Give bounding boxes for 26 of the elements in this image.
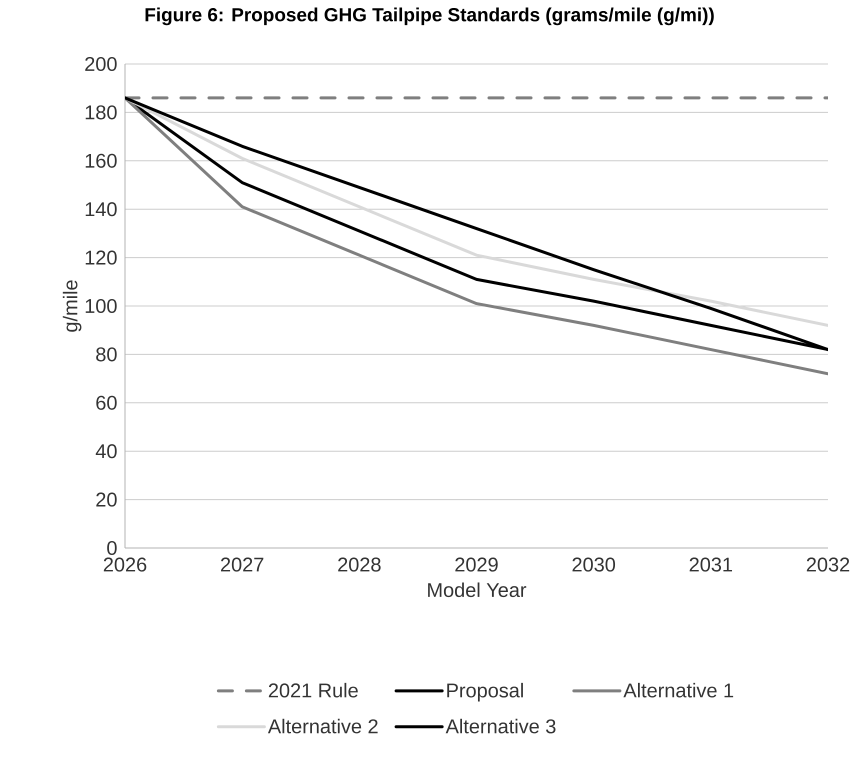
legend-label: 2021 Rule	[268, 682, 358, 698]
y-tick-label: 160	[86, 154, 117, 168]
x-tick-label: 2032	[806, 558, 850, 572]
x-tick-label: 2027	[221, 558, 264, 572]
y-tick-label: 180	[86, 105, 117, 120]
y-tick-label: 140	[86, 202, 117, 216]
x-tick-label: 2031	[690, 558, 732, 572]
legend-label: Alternative 1	[623, 682, 734, 698]
y-tick-label: 0	[107, 540, 117, 556]
legend-label: Alternative 2	[268, 718, 378, 734]
x-tick-label: 2028	[338, 558, 381, 572]
y-tick-label: 100	[86, 298, 117, 314]
y-tick-label: 60	[96, 396, 117, 410]
y-tick-label: 120	[86, 250, 117, 265]
x-tick-label: 2029	[455, 558, 498, 572]
chart-title: Figure 6: Proposed GHG Tailpipe Standards (grams/mile (g/mi))	[146, 8, 714, 26]
legend-label: Alternative 3	[446, 718, 556, 734]
y-tick-label: 80	[96, 347, 117, 362]
x-tick-label: 2026	[104, 558, 146, 572]
y-tick-label: 200	[85, 56, 117, 72]
x-tick-label: 2030	[572, 558, 616, 572]
x-axis-title: Model Year	[428, 582, 526, 598]
y-tick-label: 40	[96, 444, 117, 458]
legend-label: Proposal	[447, 682, 523, 702]
y-axis-title: g/mile	[62, 280, 82, 332]
y-tick-label: 20	[96, 492, 117, 507]
